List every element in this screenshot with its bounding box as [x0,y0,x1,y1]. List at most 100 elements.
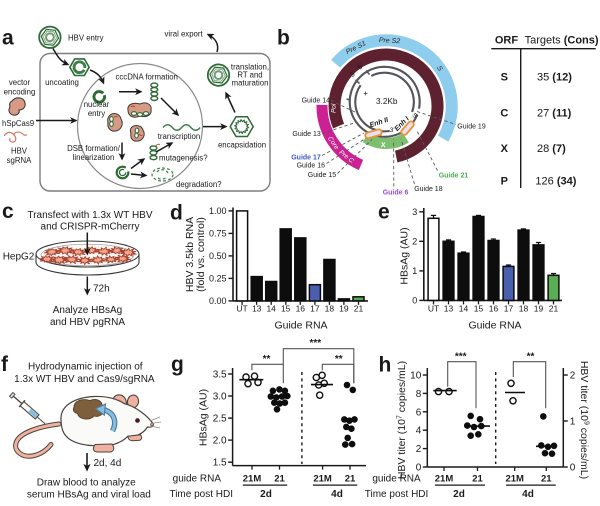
svg-text:8: 8 [416,389,422,400]
svg-text:g: g [171,353,184,376]
svg-text:(fold vs. control): (fold vs. control) [195,217,207,292]
svg-text:28 (7): 28 (7) [537,143,566,155]
svg-text:X: X [381,142,386,149]
svg-text:linearization: linearization [73,153,115,162]
svg-text:18: 18 [325,304,335,314]
svg-text:0: 0 [570,463,576,474]
svg-text:e: e [378,201,390,224]
svg-text:1: 1 [412,266,417,276]
svg-text:Guide 15: Guide 15 [308,172,337,179]
svg-text:3': 3' [349,70,358,79]
svg-text:uncoating: uncoating [45,78,79,87]
svg-text:21: 21 [345,474,356,485]
svg-text:1.3x WT HBV and Cas9/sgRNA: 1.3x WT HBV and Cas9/sgRNA [14,374,155,385]
svg-text:P: P [501,176,508,188]
svg-text:Analyze HBsAg: Analyze HBsAg [53,305,122,316]
svg-text:72h: 72h [93,284,110,295]
svg-text:***: *** [309,338,321,349]
svg-text:0.75: 0.75 [209,229,227,239]
svg-text:HepG2: HepG2 [3,252,35,263]
svg-text:21M: 21M [505,474,524,485]
svg-text:19: 19 [339,304,349,314]
svg-text:X: X [501,143,509,155]
svg-text:21: 21 [541,474,552,485]
svg-text:S: S [435,65,444,73]
svg-text:Targets (Cons): Targets (Cons) [525,35,599,47]
svg-text:Guide 19: Guide 19 [457,124,486,131]
svg-text:and HBV pgRNA: and HBV pgRNA [50,317,125,328]
svg-text:1.00: 1.00 [209,206,227,216]
svg-text:21: 21 [354,304,364,314]
svg-text:translation,: translation, [231,62,269,71]
svg-text:126 (34): 126 (34) [535,176,576,188]
svg-text:13: 13 [252,304,262,314]
svg-text:Hydrodynamic injection of: Hydrodynamic injection of [28,362,143,373]
svg-text:0: 0 [416,463,422,474]
svg-text:C: C [500,108,508,120]
svg-text:hSpCas9: hSpCas9 [2,119,34,128]
svg-text:2: 2 [416,444,422,455]
svg-text:UT: UT [236,304,247,314]
svg-text:HBV titer (107 copies/mL): HBV titer (107 copies/mL) [396,361,408,479]
svg-text:1.5: 1.5 [213,458,227,469]
svg-text:encapsidation: encapsidation [218,140,266,149]
svg-text:21M: 21M [243,474,262,485]
svg-text:5': 5' [411,112,419,120]
svg-text:5': 5' [356,63,365,72]
svg-text:3.0: 3.0 [213,392,227,403]
svg-text:transcription: transcription [158,132,200,141]
svg-text:S: S [501,71,508,83]
svg-text:16: 16 [489,304,499,314]
svg-text:2d: 2d [260,489,272,500]
svg-text:3.5: 3.5 [213,370,227,381]
svg-text:16: 16 [296,304,306,314]
svg-text:DSB formation/: DSB formation/ [67,144,121,153]
svg-text:3': 3' [390,127,395,134]
svg-text:Guide RNA: Guide RNA [274,320,327,332]
svg-text:15: 15 [281,304,291,314]
svg-text:19: 19 [534,304,544,314]
svg-text:encoding: encoding [4,88,36,97]
svg-text:Guide RNA: Guide RNA [468,320,521,332]
svg-text:4d: 4d [331,489,343,500]
svg-text:27 (11): 27 (11) [537,108,572,120]
svg-text:nuclear: nuclear [84,100,110,109]
svg-text:guide RNA: guide RNA [173,474,222,485]
svg-text:d: d [170,202,183,225]
svg-text:Time post HDI: Time post HDI [169,489,233,500]
svg-text:Guide 18: Guide 18 [414,186,443,193]
svg-text:21: 21 [274,474,285,485]
svg-text:13: 13 [444,304,454,314]
svg-text:vector: vector [9,78,31,87]
svg-text:0.50: 0.50 [209,251,227,261]
svg-text:2d: 2d [453,489,465,500]
svg-text:serum HBsAg and viral load: serum HBsAg and viral load [27,490,151,501]
svg-text:4: 4 [416,426,422,437]
svg-text:14: 14 [459,304,469,314]
svg-text:14: 14 [266,304,276,314]
svg-text:Pol: Pol [331,103,338,113]
svg-text:21: 21 [549,304,559,314]
svg-text:2: 2 [570,371,576,382]
svg-text:Time post HDI: Time post HDI [365,489,429,500]
svg-text:mutagenesis?: mutagenesis? [159,154,208,163]
svg-text:sgRNA: sgRNA [7,156,32,165]
svg-text:h: h [379,354,392,377]
svg-text:entry: entry [88,109,105,118]
svg-text:**: ** [335,354,343,365]
svg-text:***: *** [455,352,467,363]
svg-text:17: 17 [504,304,514,314]
svg-text:21M: 21M [435,474,454,485]
svg-text:HBsAg (AU): HBsAg (AU) [399,227,411,284]
svg-text:guide RNA: guide RNA [372,474,421,485]
svg-text:maturation: maturation [232,78,269,87]
svg-text:Guide 21: Guide 21 [439,173,469,180]
svg-text:0: 0 [412,296,417,306]
svg-text:HBV entry: HBV entry [68,33,104,42]
svg-text:15: 15 [474,304,484,314]
svg-text:0.25: 0.25 [209,274,227,284]
svg-text:RT and: RT and [237,70,262,79]
svg-text:Guide 13: Guide 13 [292,131,321,138]
svg-text:ORF: ORF [495,35,519,47]
svg-text:Draw blood to analyze: Draw blood to analyze [37,478,136,489]
